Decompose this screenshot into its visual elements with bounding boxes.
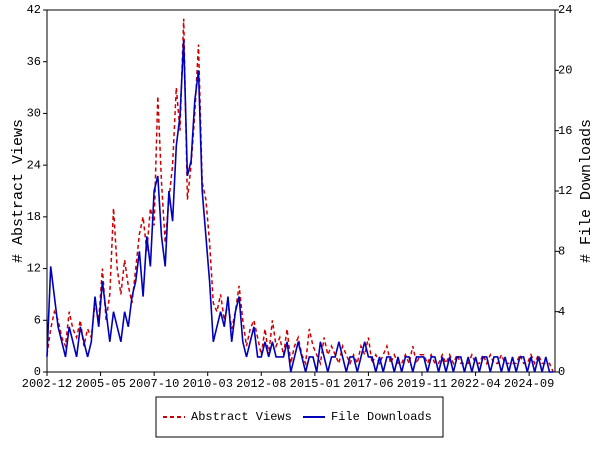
x-tick-label: 2019-11 [397, 377, 447, 391]
y-tick-label: 0 [34, 365, 41, 379]
x-tick-label: 2010-03 [183, 377, 233, 391]
y-tick-label: 12 [27, 262, 41, 276]
x-tick-label: 2002-12 [22, 377, 72, 391]
y2-tick-label: 4 [558, 305, 565, 319]
x-tick-label: 2022-04 [450, 377, 500, 391]
y-tick-label: 30 [27, 107, 41, 121]
x-tick-label: 2017-06 [343, 377, 393, 391]
y2-tick-label: 8 [558, 245, 565, 259]
x-tick-label: 2015-01 [290, 377, 340, 391]
y-tick-label: 6 [34, 313, 41, 327]
legend-label: File Downloads [331, 410, 432, 424]
y-tick-label: 36 [27, 55, 41, 69]
x-tick-label: 2007-10 [129, 377, 179, 391]
y-axis-title: # Abstract Views [10, 119, 27, 263]
legend-box [155, 396, 444, 438]
y2-tick-label: 12 [558, 184, 572, 198]
x-tick-label: 2005-05 [75, 377, 125, 391]
series-line [46, 40, 554, 373]
y2-tick-label: 20 [558, 64, 572, 78]
y-tick-label: 18 [27, 210, 41, 224]
y2-axis-title: # File Downloads [578, 119, 595, 263]
y2-tick-label: 16 [558, 124, 572, 138]
y2-tick-label: 0 [558, 365, 565, 379]
x-tick-label: 2024-09 [504, 377, 554, 391]
y-tick-label: 24 [27, 158, 41, 172]
legend-label: Abstract Views [191, 410, 292, 424]
y-tick-label: 42 [27, 3, 41, 17]
y2-tick-label: 24 [558, 3, 572, 17]
x-tick-label: 2012-08 [236, 377, 286, 391]
